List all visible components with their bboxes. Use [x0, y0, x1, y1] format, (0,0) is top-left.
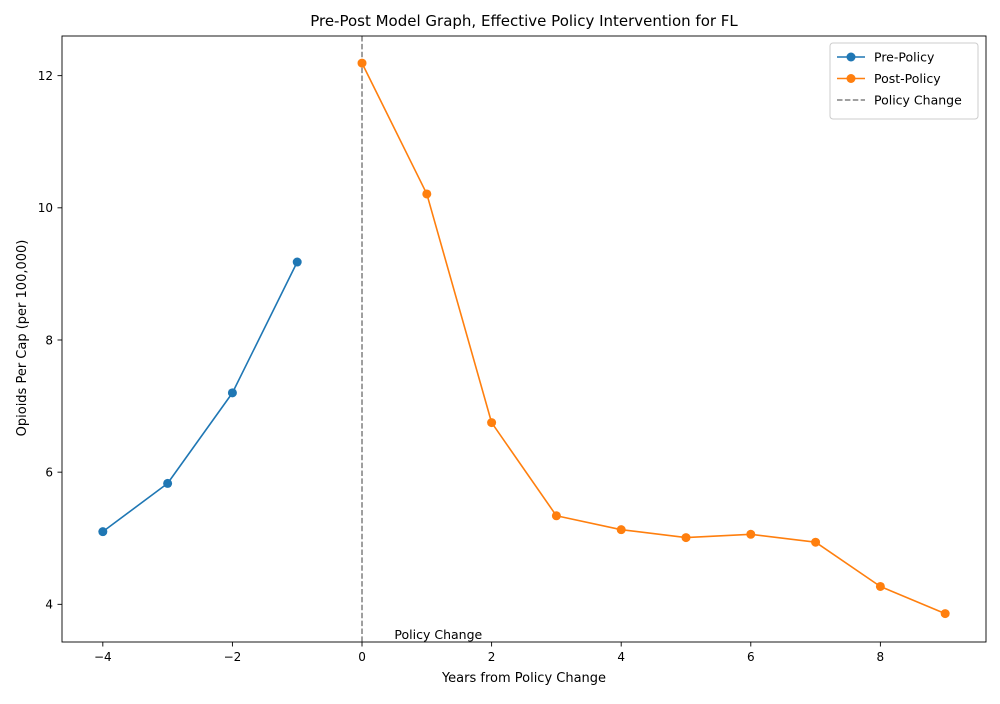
legend-label-1: Post-Policy — [874, 71, 941, 86]
data-point — [811, 537, 821, 547]
policy-change-annotation: Policy Change — [394, 627, 482, 642]
data-point — [98, 527, 108, 537]
legend-marker-1 — [846, 74, 856, 83]
data-point — [422, 189, 432, 199]
data-point — [875, 581, 885, 591]
data-point — [551, 511, 561, 521]
data-point — [487, 418, 497, 428]
x-tick-label: −2 — [224, 650, 242, 664]
legend-label-0: Pre-Policy — [874, 50, 935, 65]
data-point — [746, 529, 756, 539]
legend-box — [829, 42, 979, 120]
y-tick-label: 10 — [38, 201, 53, 215]
series-line-0 — [102, 261, 298, 533]
series-line-1 — [361, 62, 946, 615]
y-tick-label: 4 — [45, 598, 53, 612]
data-point — [357, 58, 367, 68]
x-tick-label: 2 — [488, 650, 496, 664]
x-tick-label: −4 — [94, 650, 112, 664]
data-point — [227, 388, 237, 398]
y-axis-label: Opioids Per Cap (per 100,000) — [15, 240, 30, 437]
data-point — [163, 478, 173, 488]
data-point — [616, 525, 626, 535]
chart-title: Pre-Post Model Graph, Effective Policy I… — [310, 12, 738, 30]
data-point — [940, 609, 950, 619]
legend-label-2: Policy Change — [874, 93, 962, 108]
legend-marker-0 — [846, 52, 856, 62]
y-tick-label: 6 — [45, 465, 53, 479]
data-point — [292, 257, 302, 267]
y-tick-label: 12 — [38, 69, 53, 83]
y-tick-label: 8 — [45, 333, 53, 347]
plot-area: −4 −2 0 2 4 6 8 4 6 8 10 12 Policy Change — [38, 35, 987, 664]
axes-frame — [61, 35, 987, 643]
data-point — [681, 533, 691, 543]
x-tick-label: 0 — [358, 650, 366, 664]
x-tick-label: 6 — [747, 650, 755, 664]
legend: Pre-Policy Post-Policy Policy Change — [829, 42, 979, 120]
x-tick-label: 4 — [617, 650, 625, 664]
x-tick-label: 8 — [877, 650, 885, 664]
x-axis-label: Years from Policy Change — [441, 671, 606, 686]
